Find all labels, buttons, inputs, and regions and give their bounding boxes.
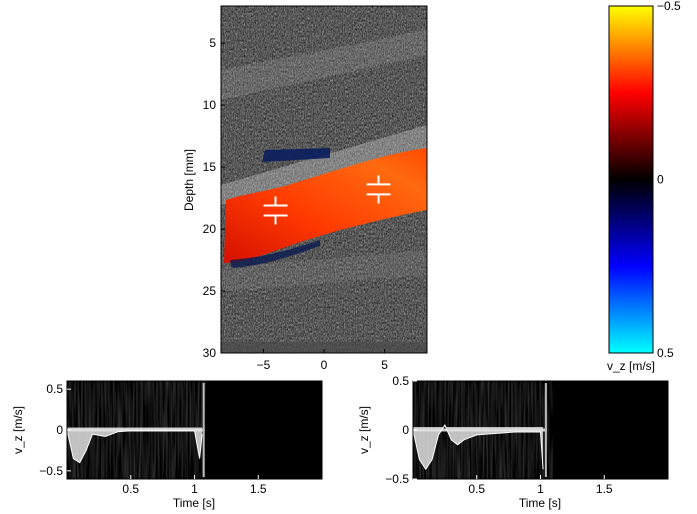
y-tick-label: 0.5 [46, 382, 63, 396]
tissue-band-vessel-wall [221, 125, 427, 205]
x-tick-label: 0.5 [122, 482, 139, 496]
spectrogram-trace [412, 424, 544, 471]
colorbar-panel: −0.5 0 0.5 v_z [m/s] [607, 0, 681, 373]
y-tick-label: 5 [209, 36, 216, 50]
y-tick-label: 10 [203, 98, 217, 112]
blue-flow-lower-edge [230, 240, 320, 268]
spectrogram-right-ylabel: v_z [m/s] [357, 406, 371, 454]
x-tick-label: −5 [257, 358, 271, 372]
x-tick-label: 0 [321, 358, 328, 372]
x-tick-label: 1.5 [250, 482, 267, 496]
tissue-band-lower [221, 250, 427, 292]
y-tick-label: −0.5 [39, 464, 63, 478]
colorbar-label: v_z [m/s] [607, 359, 655, 373]
spectrogram-right: 0.5 1 1.5 −0.5 0 0.5 v_z [m/s] Time [s] [357, 374, 669, 510]
y-tick-label: 30 [203, 346, 217, 360]
x-tick-label: 0.5 [468, 482, 485, 496]
x-tick-label: 5 [381, 358, 388, 372]
range-gate-marker [263, 196, 288, 225]
ultrasound-bottom-strip [221, 342, 427, 353]
spectrogram-left-ylabel: v_z [m/s] [11, 406, 25, 454]
colorbar-gradient [609, 6, 653, 353]
tissue-band-upper [221, 30, 427, 100]
x-tick-label: 1 [537, 482, 544, 496]
y-tick-label: −0.5 [385, 472, 409, 486]
spectrogram-envelope [67, 427, 203, 463]
colorbar-tick-label: −0.5 [657, 0, 681, 13]
x-tick-label: 1 [191, 482, 198, 496]
blood-flow-region [224, 148, 427, 263]
y-tick-label: 25 [203, 284, 217, 298]
y-tick-label: 15 [203, 160, 217, 174]
blue-flow-edge [262, 148, 330, 162]
spectrogram-left: 0.5 1 1.5 −0.5 0 0.5 v_z [m/s] Time [s] [11, 380, 323, 510]
y-tick-label: 0 [402, 423, 409, 437]
y-tick-label: 0 [56, 423, 63, 437]
spectrogram-envelope [413, 425, 544, 470]
x-tick-label: 1.5 [596, 482, 613, 496]
colorbar-tick-label: 0.5 [657, 346, 674, 360]
depth-axis-label: Depth [mm] [182, 149, 196, 211]
y-tick-label: 0.5 [392, 374, 409, 388]
spectrogram-right-xlabel: Time [s] [519, 496, 561, 510]
y-tick-label: 20 [203, 222, 217, 236]
range-gate-marker [366, 175, 391, 204]
ultrasound-image-panel: −5 0 5 5 10 15 20 25 30 Depth [mm] [182, 5, 428, 372]
colorbar-tick-label: 0 [657, 173, 664, 187]
spectrogram-trace [66, 429, 203, 464]
spectrogram-left-xlabel: Time [s] [173, 496, 215, 510]
